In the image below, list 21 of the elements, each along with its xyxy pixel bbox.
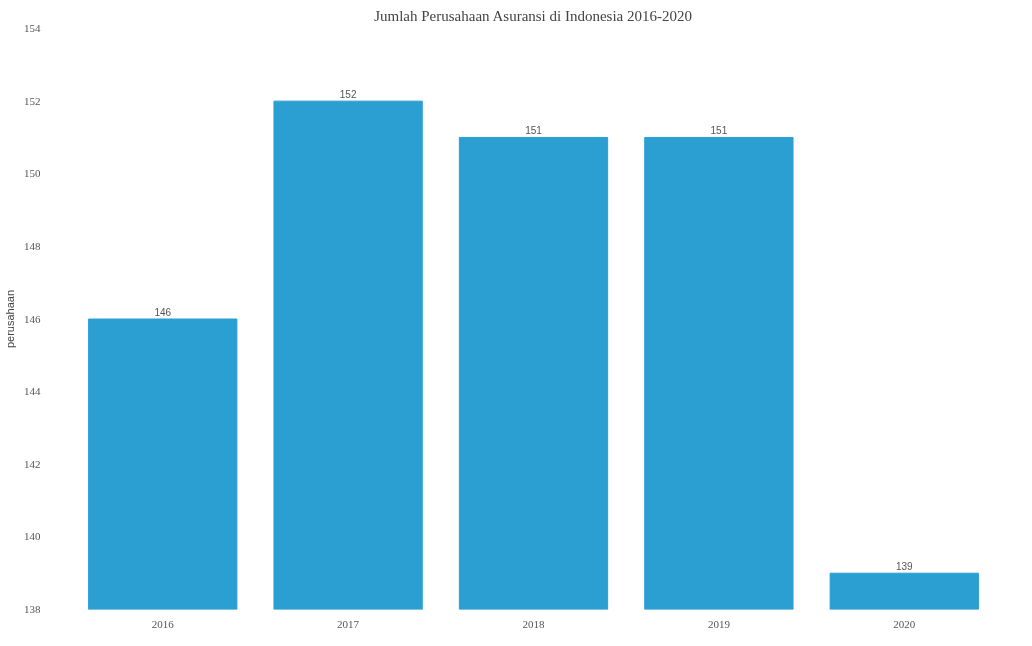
y-tick-label: 140: [24, 530, 41, 543]
x-tick-label: 2017: [337, 617, 360, 630]
y-tick-label: 142: [24, 457, 41, 470]
chart-title: Jumlah Perusahaan Asuransi di Indonesia 2016-2020: [374, 7, 693, 24]
y-axis-title: perusahaan: [4, 289, 16, 349]
data-label: 151: [710, 125, 728, 137]
y-tick-label: 152: [24, 94, 41, 107]
y-tick-label: 146: [24, 312, 41, 325]
data-label: 139: [895, 561, 914, 573]
x-tick-label: 2016: [151, 617, 175, 630]
y-tick-label: 138: [24, 603, 41, 615]
y-tick-label: 148: [24, 239, 41, 252]
y-tick-label: 154: [24, 22, 41, 34]
data-label: 151: [525, 125, 543, 137]
y-tick-label: 144: [24, 385, 41, 398]
x-tick-label: 2019: [707, 617, 731, 630]
x-tick-label: 2018: [522, 617, 545, 630]
data-label: 146: [154, 307, 172, 318]
x-tick-label: 2020: [893, 617, 916, 630]
data-label: 152: [339, 89, 357, 101]
y-tick-label: 150: [24, 167, 41, 180]
